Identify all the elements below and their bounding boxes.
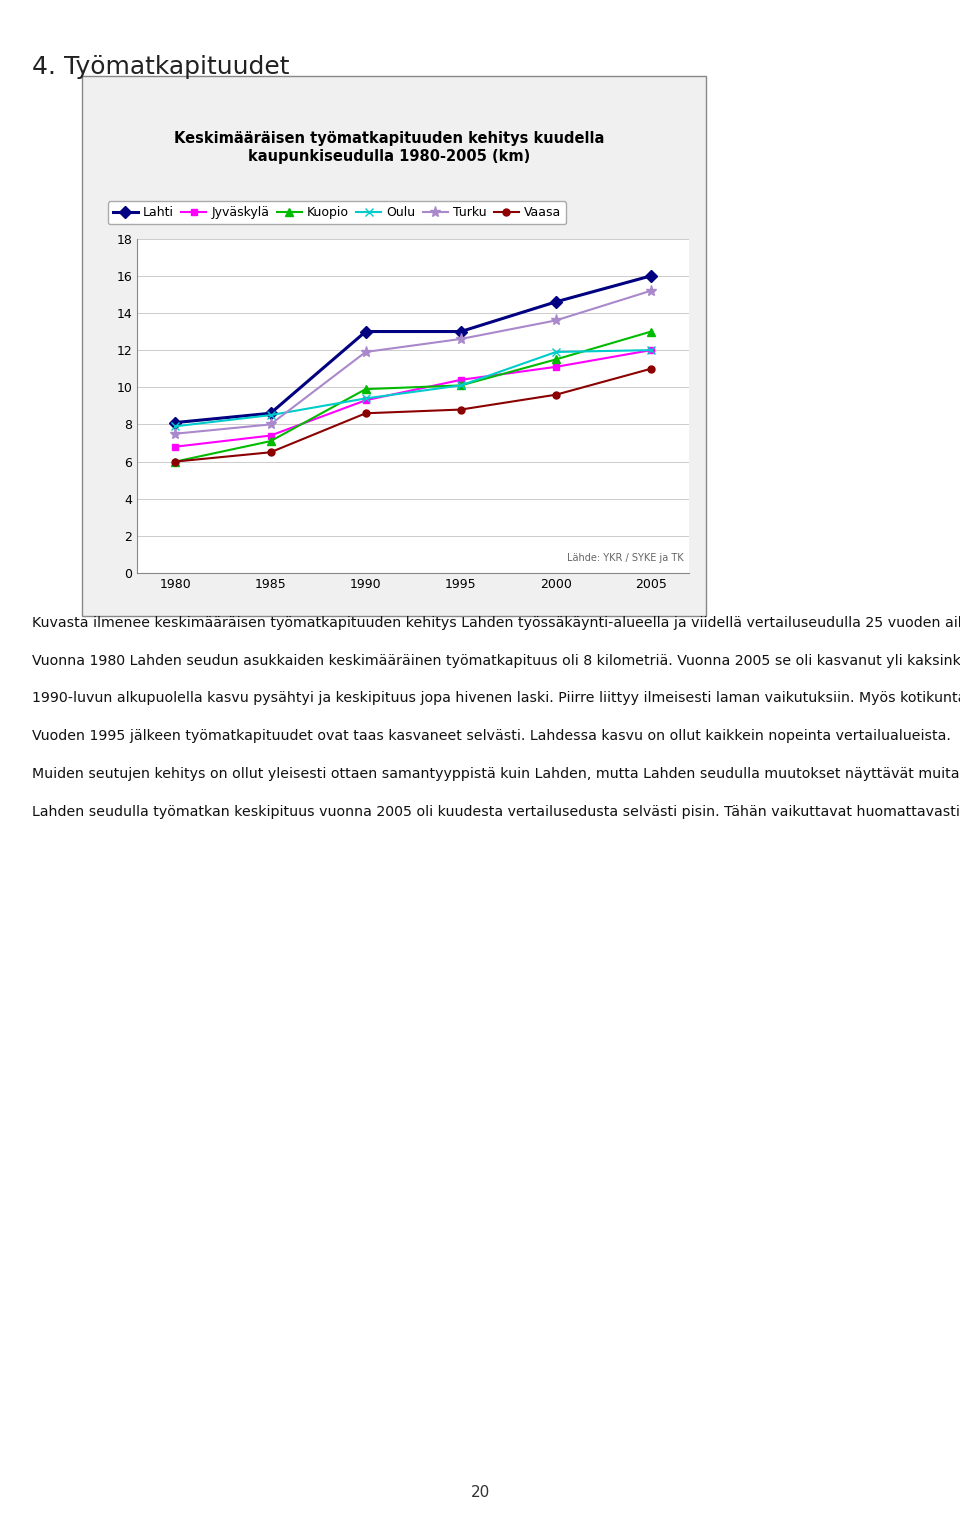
Kuopio <box>170 453 181 471</box>
Jyväskylä <box>550 357 562 375</box>
Line: Lahti: Lahti <box>171 272 656 427</box>
Turku <box>645 281 657 299</box>
Turku <box>455 330 467 348</box>
Kuopio <box>550 350 562 368</box>
Jyväskylä <box>170 438 181 456</box>
Text: 20: 20 <box>470 1485 490 1500</box>
Turku <box>360 344 372 362</box>
Jyväskylä <box>265 427 276 445</box>
Kuopio <box>360 380 372 398</box>
Text: 4. Työmatkapituudet: 4. Työmatkapituudet <box>32 55 289 79</box>
Jyväskylä <box>645 340 657 359</box>
Text: Lähde: YKR / SYKE ja TK: Lähde: YKR / SYKE ja TK <box>567 553 684 562</box>
Jyväskylä <box>360 391 372 409</box>
Turku <box>550 312 562 330</box>
Oulu <box>170 416 181 435</box>
Text: Keskimääräisen työmatkapituuden kehitys kuudella
kaupunkiseudulla 1980-2005 (km): Keskimääräisen työmatkapituuden kehitys … <box>174 131 604 164</box>
Lahti <box>645 266 657 284</box>
Line: Turku: Turku <box>170 286 657 439</box>
Turku <box>265 415 276 433</box>
Turku <box>170 424 181 442</box>
Line: Vaasa: Vaasa <box>172 365 655 465</box>
Lahti <box>455 322 467 340</box>
Kuopio <box>455 377 467 395</box>
Vaasa <box>170 453 181 471</box>
Vaasa <box>455 400 467 418</box>
Kuopio <box>265 432 276 450</box>
Line: Jyväskylä: Jyväskylä <box>172 347 655 450</box>
Line: Kuopio: Kuopio <box>171 327 656 465</box>
Kuopio <box>645 322 657 340</box>
Legend: Lahti, Jyväskylä, Kuopio, Oulu, Turku, Vaasa: Lahti, Jyväskylä, Kuopio, Oulu, Turku, V… <box>108 202 566 225</box>
Vaasa <box>360 404 372 423</box>
Lahti <box>360 322 372 340</box>
Line: Oulu: Oulu <box>171 347 656 430</box>
Lahti <box>170 413 181 432</box>
Lahti <box>265 404 276 423</box>
Vaasa <box>645 360 657 378</box>
Oulu <box>550 344 562 362</box>
Jyväskylä <box>455 371 467 389</box>
Oulu <box>360 389 372 407</box>
Oulu <box>455 377 467 395</box>
Lahti <box>550 293 562 312</box>
Oulu <box>645 340 657 359</box>
Vaasa <box>550 386 562 404</box>
Text: Kuvasta ilmenee keskimääräisen työmatkapituuden kehitys Lahden työssäkäynti-alue: Kuvasta ilmenee keskimääräisen työmatkap… <box>32 616 960 819</box>
Vaasa <box>265 444 276 462</box>
Oulu <box>265 406 276 424</box>
